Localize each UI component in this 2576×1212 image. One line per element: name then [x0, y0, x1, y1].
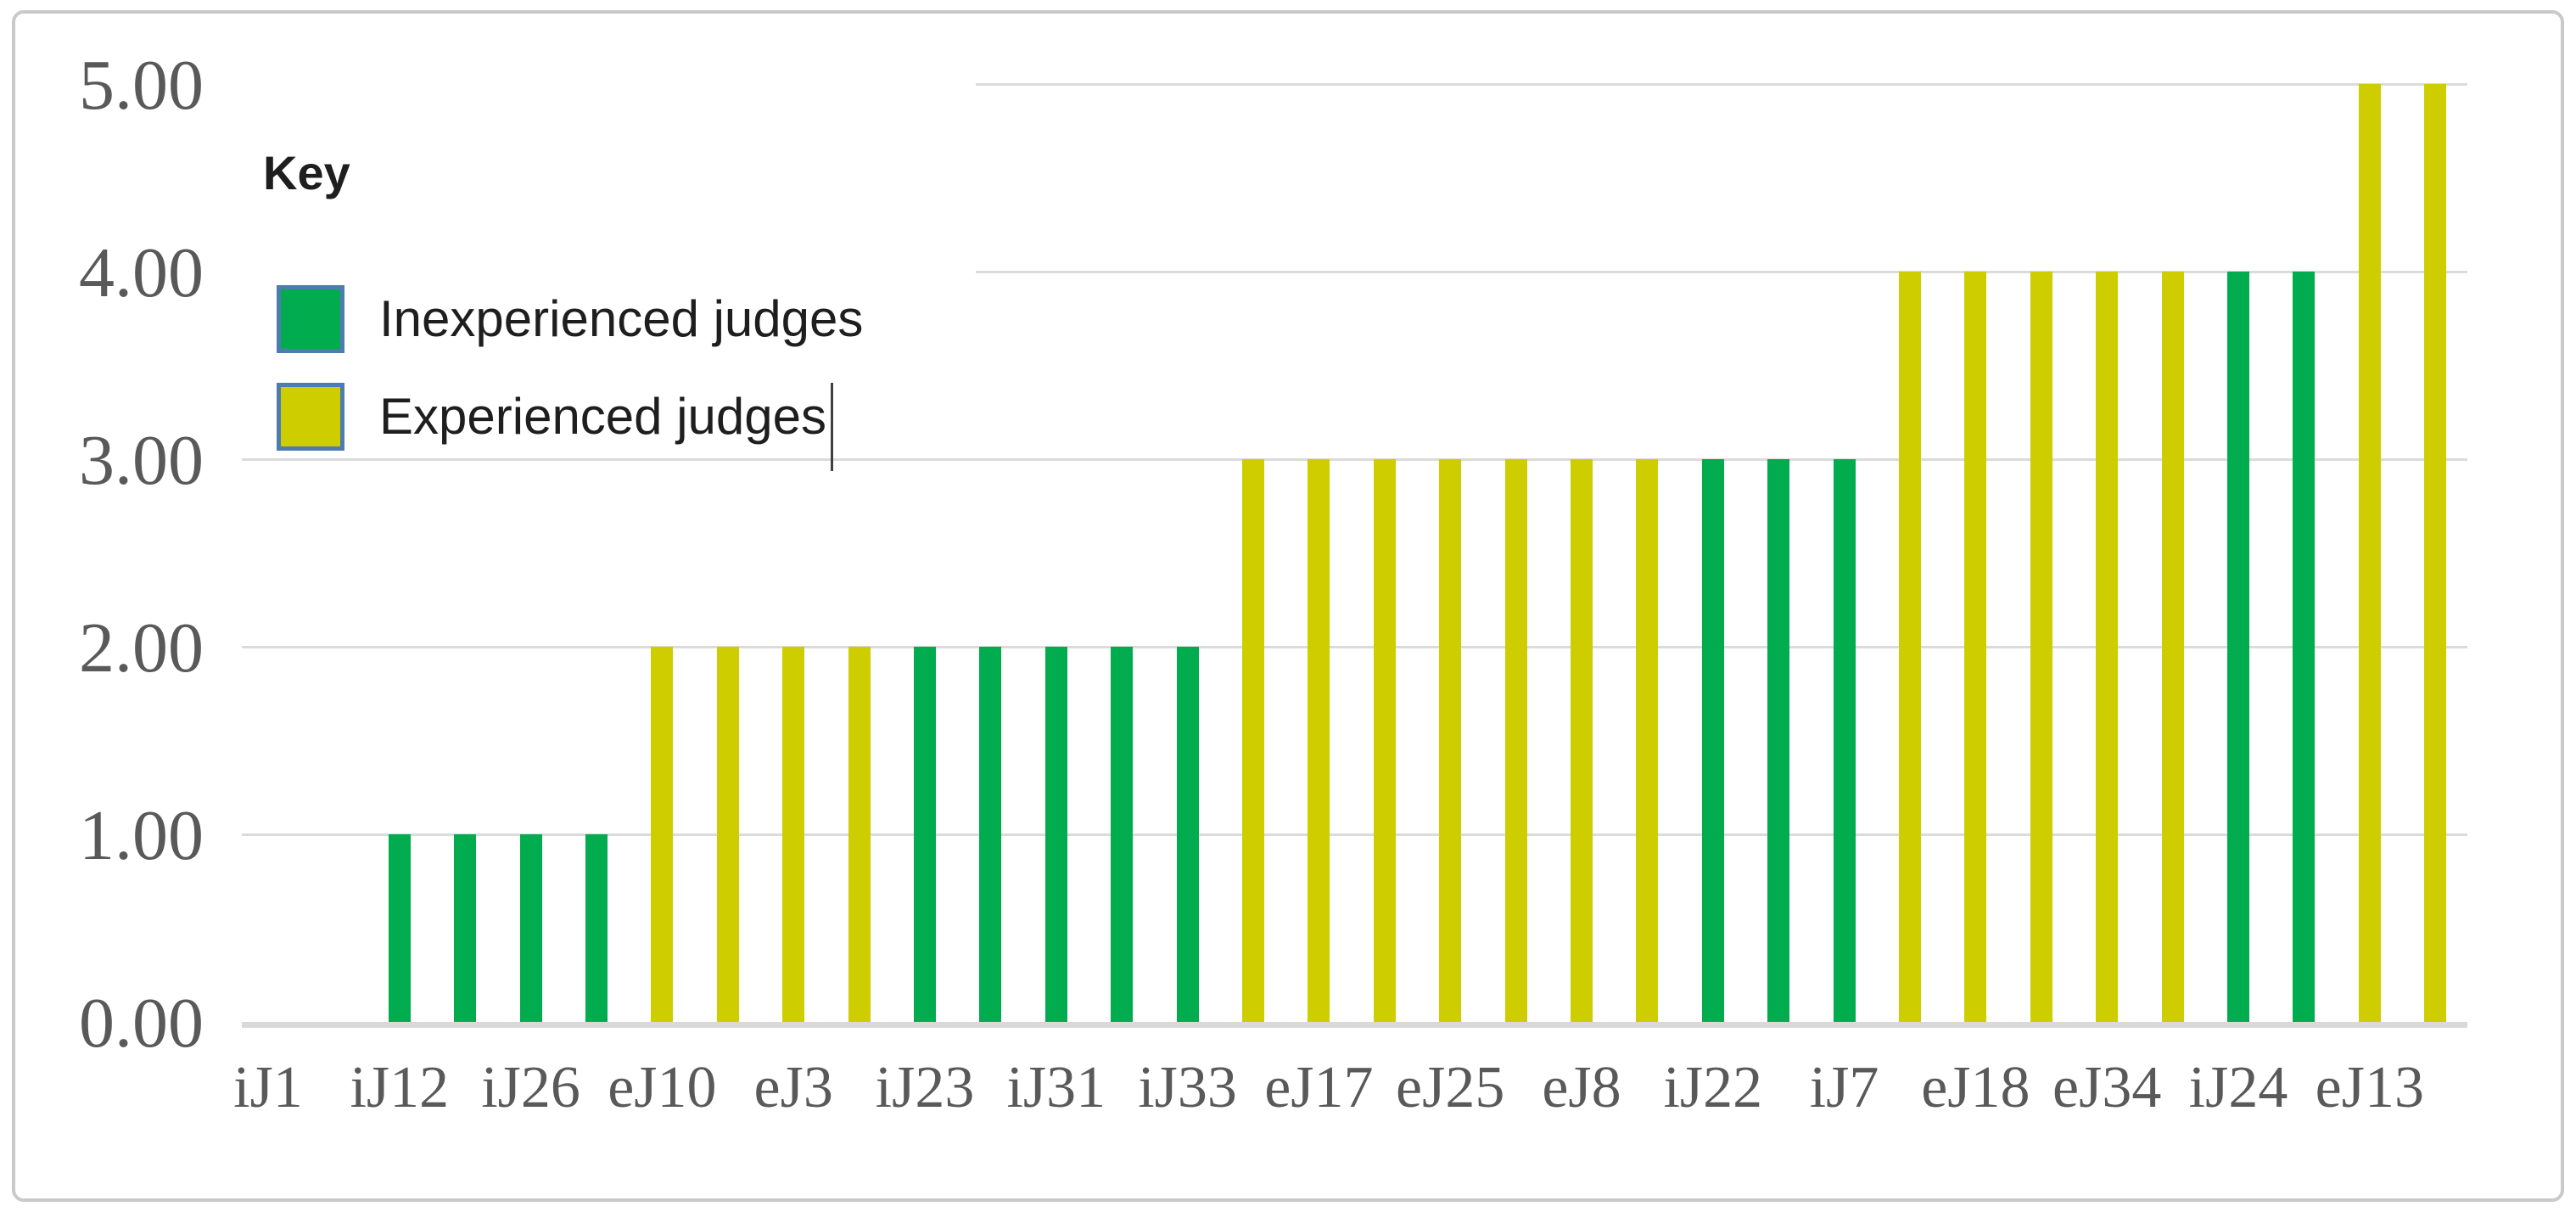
- legend-item: Inexperienced judges: [277, 285, 863, 353]
- bar: [1899, 272, 1921, 1022]
- bar: [1111, 647, 1134, 1022]
- legend-item: Experienced judges: [277, 373, 834, 471]
- y-axis-label: 3.00: [79, 421, 204, 500]
- gridline: [242, 271, 2467, 273]
- bar: [1176, 647, 1199, 1022]
- x-axis-label: iJ1: [233, 1055, 303, 1120]
- bar: [1242, 459, 1264, 1022]
- x-axis-label: eJ25: [1396, 1055, 1505, 1120]
- legend[interactable]: Key Inexperienced judges Experienced jud…: [212, 47, 976, 471]
- x-axis-label: eJ18: [1921, 1055, 2030, 1120]
- bar: [2030, 272, 2052, 1022]
- legend-swatch-experienced: [277, 383, 344, 451]
- y-axis-label: 5.00: [79, 46, 204, 125]
- y-axis-label: 0.00: [79, 984, 204, 1063]
- bar: [1373, 459, 1396, 1022]
- x-axis-label: iJ26: [481, 1055, 580, 1120]
- x-axis-label: eJ17: [1264, 1055, 1374, 1120]
- bar: [2096, 272, 2119, 1022]
- bar: [1439, 459, 1462, 1022]
- x-axis-line: [242, 1022, 2467, 1028]
- legend-swatch-inexperienced: [277, 285, 344, 353]
- x-axis-label: iJ24: [2188, 1055, 2288, 1120]
- bar: [1504, 459, 1527, 1022]
- bar: [782, 647, 805, 1022]
- legend-title: Key: [263, 146, 350, 199]
- x-axis-label: iJ23: [875, 1055, 975, 1120]
- x-axis-label: eJ8: [1542, 1055, 1621, 1120]
- gridline: [242, 458, 2467, 461]
- bar: [2227, 272, 2249, 1022]
- y-axis-label: 4.00: [79, 233, 204, 312]
- x-axis-label: eJ34: [2052, 1055, 2162, 1120]
- gridline: [242, 833, 2467, 836]
- bar: [2424, 84, 2447, 1022]
- bar: [519, 834, 542, 1022]
- bar: [2293, 272, 2316, 1022]
- legend-item-label: Experienced judges: [379, 388, 827, 445]
- x-axis-label: iJ7: [1809, 1055, 1879, 1120]
- bar: [914, 647, 936, 1022]
- bar: [1701, 459, 1724, 1022]
- bar: [1767, 459, 1790, 1022]
- bar: [848, 647, 871, 1022]
- text-cursor: [831, 383, 834, 471]
- bar: [1964, 272, 1987, 1022]
- bar: [454, 834, 477, 1022]
- x-axis-label: iJ33: [1138, 1055, 1237, 1120]
- bar: [1044, 647, 1067, 1022]
- gridline: [242, 83, 2467, 86]
- y-axis-label: 2.00: [79, 609, 204, 687]
- bar: [1833, 459, 1856, 1022]
- y-axis-label: 1.00: [79, 796, 204, 875]
- bar: [716, 647, 739, 1022]
- x-axis-label: eJ3: [753, 1055, 833, 1120]
- x-axis-label: eJ10: [608, 1055, 717, 1120]
- x-axis-label: iJ31: [1006, 1055, 1106, 1120]
- x-axis-label: eJ13: [2315, 1055, 2424, 1120]
- bar: [1571, 459, 1593, 1022]
- x-axis-label: iJ12: [350, 1055, 450, 1120]
- bar: [2161, 272, 2184, 1022]
- x-axis-label: iJ22: [1663, 1055, 1763, 1120]
- bar: [2358, 84, 2381, 1022]
- bar: [388, 834, 411, 1022]
- gridline: [242, 646, 2467, 648]
- bar: [979, 647, 1002, 1022]
- bar: [651, 647, 674, 1022]
- bar: [1308, 459, 1330, 1022]
- bar: [1636, 459, 1659, 1022]
- legend-item-label: Inexperienced judges: [379, 290, 864, 347]
- bar: [585, 834, 608, 1022]
